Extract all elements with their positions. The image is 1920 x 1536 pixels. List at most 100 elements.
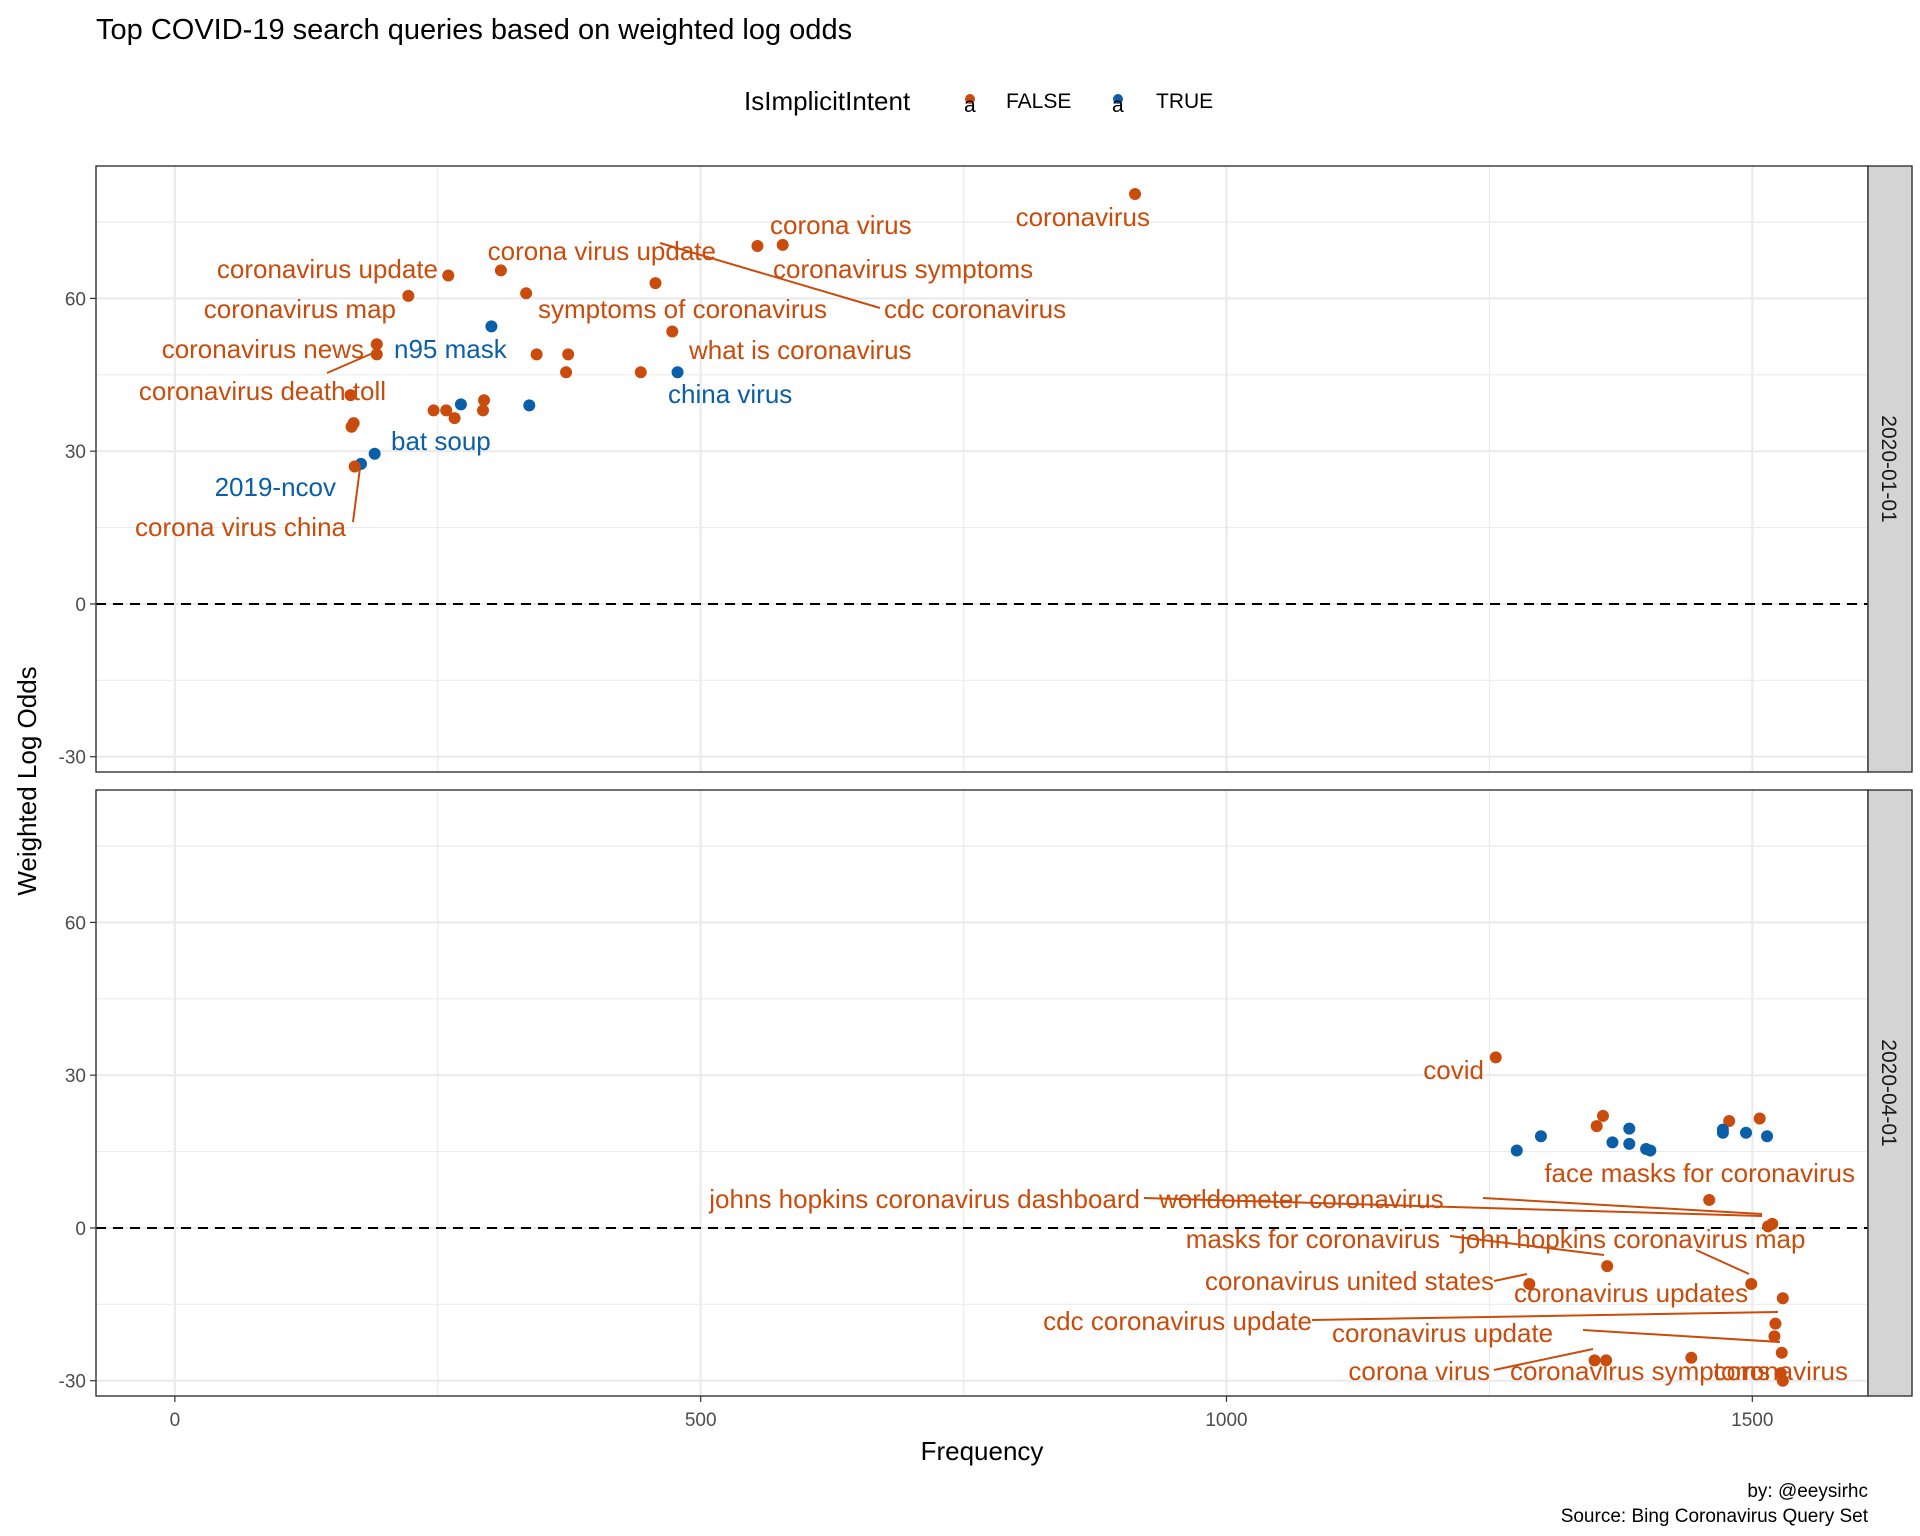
data-point (1761, 1130, 1774, 1143)
point-label: coronavirus symptoms (773, 254, 1033, 284)
point-label: bat soup (391, 426, 491, 456)
legend: IsImplicitIntent a FALSE a TRUE (744, 86, 1213, 117)
label-connector (1493, 1273, 1528, 1282)
point-label: coronavirus updates (1514, 1278, 1748, 1308)
data-point (562, 348, 575, 361)
label-connector (1482, 1197, 1763, 1215)
data-point (368, 447, 381, 460)
data-point (1776, 1374, 1789, 1387)
data-point (345, 420, 358, 433)
point-label: corona virus china (135, 512, 347, 542)
point-label: coronavirus map (204, 294, 396, 324)
data-point (1775, 1346, 1788, 1359)
data-point (1745, 1277, 1758, 1290)
point-label: coronavirus united states (1205, 1266, 1494, 1296)
label-connector (1311, 1311, 1779, 1321)
y-tick-label: -30 (59, 748, 86, 769)
facet-strip-1 (1867, 165, 1913, 773)
data-point (671, 366, 684, 379)
label-connector (659, 242, 881, 309)
data-point (1523, 1277, 1536, 1290)
chart-title: Top COVID-19 search queries based on wei… (96, 14, 852, 46)
legend-title: IsImplicitIntent (744, 86, 911, 116)
data-point (485, 320, 498, 333)
data-point (1600, 1354, 1613, 1367)
point-label: coronavirus death toll (139, 376, 386, 406)
facet-panel-2: covid face masks for coronavirus johns h… (59, 789, 1913, 1397)
point-label: cdc coronavirus (884, 294, 1066, 324)
point-label: coronavirus (1714, 1356, 1848, 1386)
label-connector (1695, 1249, 1750, 1275)
y-tick-label: 60 (65, 289, 86, 310)
y-tick-label: 0 (75, 1219, 86, 1240)
data-point (478, 394, 491, 407)
point-label: what is coronavirus (688, 335, 912, 365)
y-tick-label: 60 (65, 913, 86, 934)
data-point (442, 269, 455, 282)
point-label: symptoms of coronavirus (538, 294, 827, 324)
facet-strip-2-label: 2020-04-01 (1877, 1039, 1900, 1146)
point-label: china virus (668, 379, 792, 409)
data-point (1685, 1351, 1698, 1364)
data-point (344, 389, 357, 402)
panel-2-y-axis: -30 0 30 60 (59, 913, 96, 1393)
data-point (1644, 1144, 1657, 1157)
facet-strip-2 (1867, 789, 1913, 1397)
data-point (1489, 1051, 1502, 1064)
data-point (1590, 1120, 1603, 1133)
label-connector (1582, 1329, 1781, 1343)
data-point (1762, 1220, 1775, 1233)
legend-key-true-glyph: a (1112, 94, 1124, 117)
x-axis: 0 500 1000 1500 (170, 1396, 1773, 1431)
x-tick-label: 0 (170, 1410, 181, 1431)
data-point (1776, 1292, 1789, 1305)
point-label: cdc coronavirus update (1043, 1306, 1312, 1336)
data-point (776, 238, 789, 251)
point-label: corona virus (770, 210, 912, 240)
data-point (348, 460, 361, 473)
x-tick-label: 1000 (1205, 1410, 1247, 1431)
data-point (477, 404, 490, 417)
point-label: coronavirus (1016, 202, 1150, 232)
point-label: coronavirus news (162, 334, 364, 364)
point-label: corona virus (1348, 1356, 1490, 1386)
y-tick-label: 30 (65, 1066, 86, 1087)
panel-2-label-connectors (1143, 1197, 1781, 1371)
panel-2-grid (96, 790, 1868, 1396)
x-tick-label: 500 (685, 1410, 717, 1431)
facet-strip-1-label: 2020-01-01 (1877, 415, 1900, 522)
panel-1-labels: coronavirus corona virus coronavirus sym… (135, 202, 1150, 542)
data-point (1716, 1126, 1729, 1139)
panel-1-grid (96, 166, 1868, 772)
data-point (370, 338, 383, 351)
data-point (1740, 1126, 1753, 1139)
data-point (370, 348, 383, 361)
caption-byline: by: @eeysirhc (1747, 1481, 1868, 1502)
data-point (448, 412, 461, 425)
caption-source: Source: Bing Coronavirus Query Set (1561, 1506, 1869, 1527)
data-point (1534, 1130, 1547, 1143)
x-tick-label: 1500 (1731, 1410, 1773, 1431)
data-point (1601, 1260, 1614, 1273)
data-point (402, 289, 415, 302)
legend-key-false-point (965, 94, 975, 104)
panel-1-y-axis: -30 0 30 60 (59, 289, 96, 769)
label-connector (1449, 1235, 1605, 1256)
data-point (520, 287, 533, 300)
y-tick-label: -30 (59, 1372, 86, 1393)
data-point (1606, 1136, 1619, 1149)
legend-label-true: TRUE (1156, 90, 1213, 113)
point-label: worldometer coronavirus (1158, 1184, 1444, 1214)
data-point (560, 366, 573, 379)
legend-key-true-point (1113, 94, 1123, 104)
data-point (634, 366, 647, 379)
y-tick-label: 30 (65, 442, 86, 463)
data-point (1723, 1115, 1736, 1128)
data-point (1769, 1317, 1782, 1330)
data-point (1623, 1137, 1636, 1150)
data-point (1768, 1330, 1781, 1343)
data-point (1596, 1109, 1609, 1122)
point-label: coronavirus symptoms (1510, 1356, 1770, 1386)
panel-1-points (344, 188, 1142, 473)
